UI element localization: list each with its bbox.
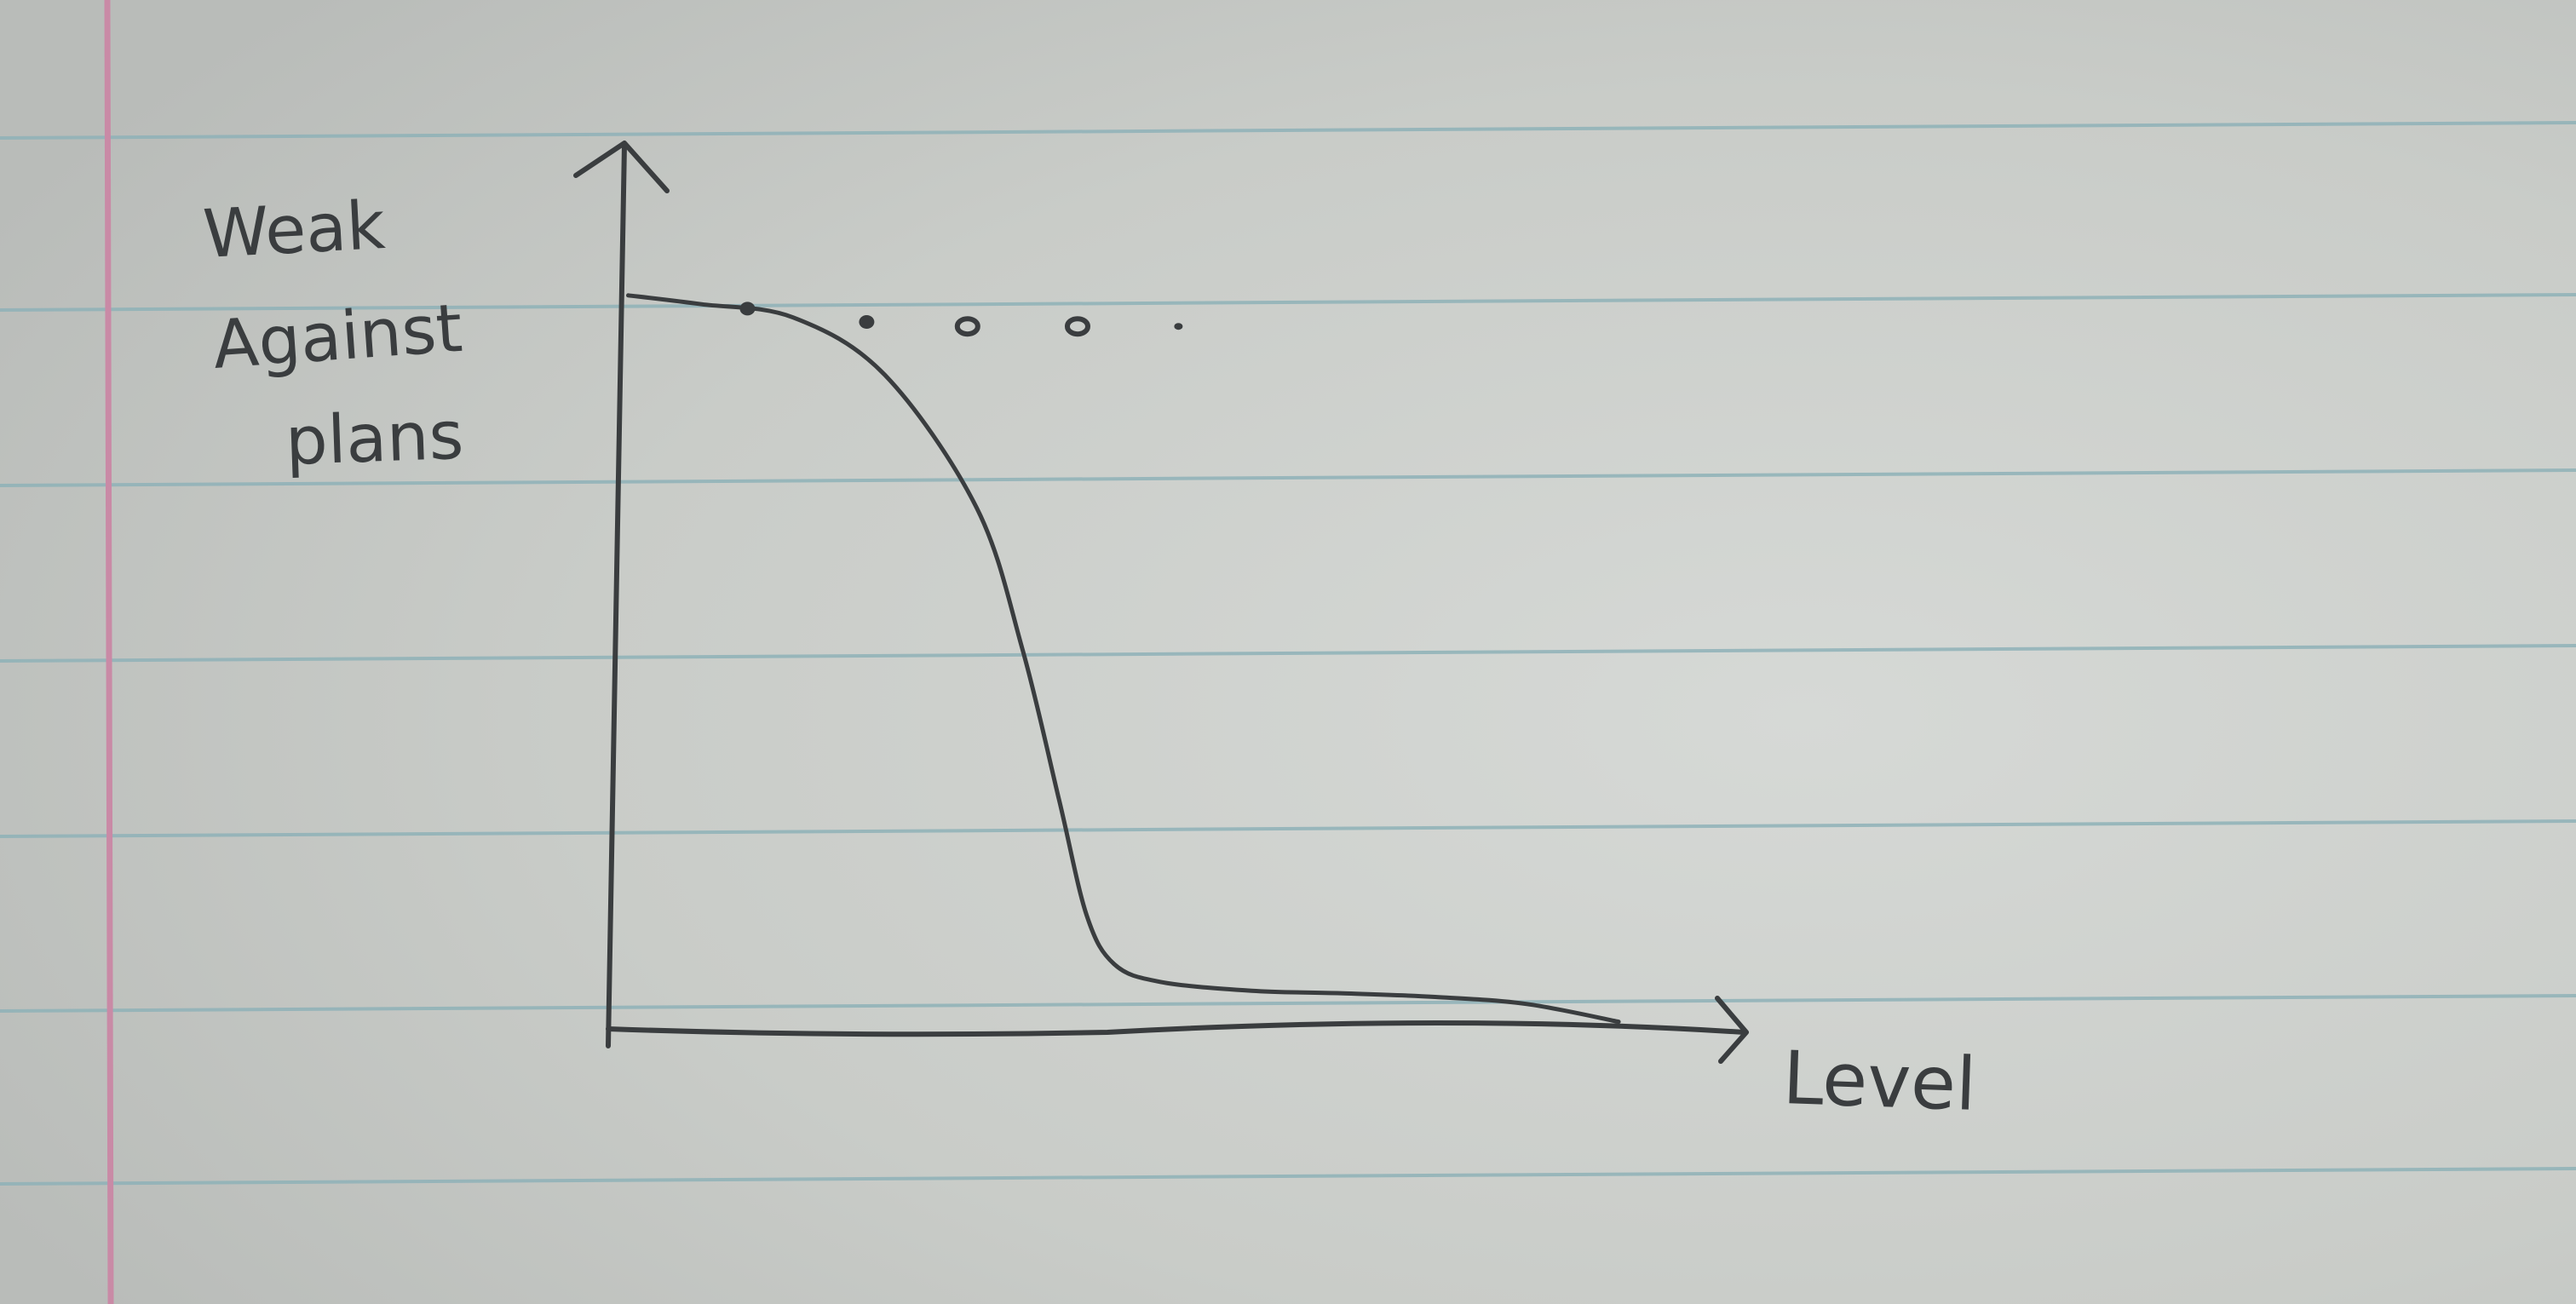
x-axis-label: Level bbox=[1781, 1036, 1977, 1128]
x-axis-arrowhead bbox=[1715, 996, 1749, 1064]
ruled-line bbox=[0, 994, 2576, 1013]
y-axis bbox=[573, 141, 670, 1048]
x-axis bbox=[606, 996, 1749, 1064]
ruled-lines bbox=[0, 121, 2576, 1186]
ruled-line bbox=[0, 644, 2576, 663]
ruled-line bbox=[0, 293, 2576, 312]
series-markers bbox=[739, 302, 1183, 337]
y-axis-label-line-3: plans bbox=[285, 398, 465, 480]
data-point-2 bbox=[859, 315, 875, 329]
y-axis-label-line-1: Weak bbox=[201, 187, 387, 273]
y-axis-line bbox=[606, 142, 627, 1048]
x-axis-line bbox=[606, 1020, 1747, 1037]
y-axis-label: Weak Against plans bbox=[201, 187, 464, 480]
ruled-line bbox=[0, 1167, 2576, 1186]
y-axis-label-line-2: Against bbox=[210, 290, 465, 384]
data-point-1 bbox=[739, 302, 756, 316]
series-line bbox=[626, 293, 1621, 1025]
data-point-3 bbox=[954, 316, 980, 337]
ruled-line bbox=[0, 121, 2576, 140]
y-axis-arrowhead bbox=[573, 141, 670, 193]
margin-line bbox=[104, 0, 114, 1304]
ruled-line bbox=[0, 468, 2576, 487]
ruled-line bbox=[0, 819, 2576, 838]
data-point-5 bbox=[1174, 323, 1183, 330]
data-point-4 bbox=[1064, 316, 1090, 337]
chart: Weak Against plans Level bbox=[201, 141, 1978, 1128]
